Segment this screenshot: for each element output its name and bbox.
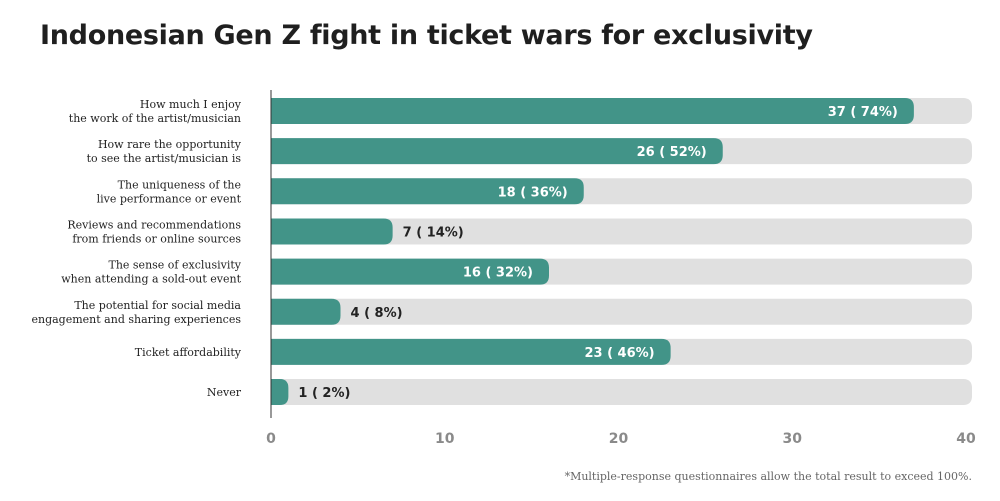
category-label-line: The potential for social media bbox=[74, 299, 241, 312]
value-label: 26 ( 52%) bbox=[637, 145, 707, 160]
category-label-line: engagement and sharing experiences bbox=[31, 313, 241, 326]
category-label: How much I enjoy the work of the artist/m… bbox=[69, 98, 242, 125]
x-tick-label: 10 bbox=[435, 431, 455, 447]
value-label: 16 ( 32%) bbox=[463, 266, 533, 281]
category-label-line: How rare the opportunity bbox=[98, 138, 242, 151]
bar bbox=[271, 218, 393, 245]
bar bbox=[271, 379, 289, 406]
category-label-line: Never bbox=[207, 386, 242, 399]
x-tick-label: 40 bbox=[956, 431, 976, 447]
category-label: The uniqueness of the live performance or… bbox=[97, 178, 242, 205]
category-label-line: Ticket affordability bbox=[135, 346, 242, 359]
bar bbox=[271, 178, 584, 205]
category-label-line: the work of the artist/musician bbox=[69, 112, 241, 125]
category-label: The potential for social media engagement… bbox=[31, 299, 241, 326]
category-label-line: to see the artist/musician is bbox=[87, 152, 242, 165]
bars bbox=[271, 98, 914, 406]
bar bbox=[271, 338, 671, 365]
category-label: Ticket affordability bbox=[135, 346, 242, 359]
value-label: 18 ( 36%) bbox=[498, 185, 568, 200]
category-label-line: The uniqueness of the bbox=[118, 178, 241, 191]
category-label-line: Reviews and recommendations bbox=[67, 218, 241, 231]
value-labels: 37 ( 74%) 26 ( 52%) 18 ( 36%) 7 ( 14%) 16 ( … bbox=[298, 105, 898, 401]
bar bbox=[271, 98, 914, 124]
bar-track bbox=[271, 218, 972, 245]
category-label: The sense of exclusivity when attending a… bbox=[61, 259, 242, 286]
category-label: How rare the opportunity to see the artis… bbox=[87, 138, 242, 165]
category-label-line: live performance or event bbox=[97, 192, 242, 205]
category-label: Never bbox=[207, 386, 242, 399]
value-label: 37 ( 74%) bbox=[828, 105, 898, 120]
category-label-line: The sense of exclusivity bbox=[108, 259, 241, 272]
x-axis-ticks: 0 10 20 30 40 bbox=[266, 431, 976, 447]
value-label: 7 ( 14%) bbox=[403, 225, 464, 240]
x-tick-label: 20 bbox=[609, 431, 629, 447]
footnote: *Multiple-response questionnaires allow … bbox=[564, 470, 972, 483]
x-tick-label: 30 bbox=[783, 431, 803, 447]
category-label-line: How much I enjoy bbox=[140, 98, 242, 111]
bar bbox=[271, 138, 723, 165]
category-labels: How much I enjoy the work of the artist/m… bbox=[31, 98, 241, 399]
category-label-line: from friends or online sources bbox=[72, 232, 241, 245]
value-label: 1 ( 2%) bbox=[298, 386, 350, 401]
bar bbox=[271, 298, 341, 325]
bar bbox=[271, 258, 549, 285]
bar-track bbox=[271, 379, 972, 406]
x-tick-label: 0 bbox=[266, 431, 276, 447]
value-label: 4 ( 8%) bbox=[351, 306, 403, 321]
bar-track bbox=[271, 298, 972, 325]
category-label-line: when attending a sold-out event bbox=[61, 273, 241, 286]
category-label: Reviews and recommendations from friends … bbox=[67, 218, 241, 245]
chart-title: Indonesian Gen Z fight in ticket wars fo… bbox=[40, 20, 813, 51]
value-label: 23 ( 46%) bbox=[584, 346, 654, 361]
